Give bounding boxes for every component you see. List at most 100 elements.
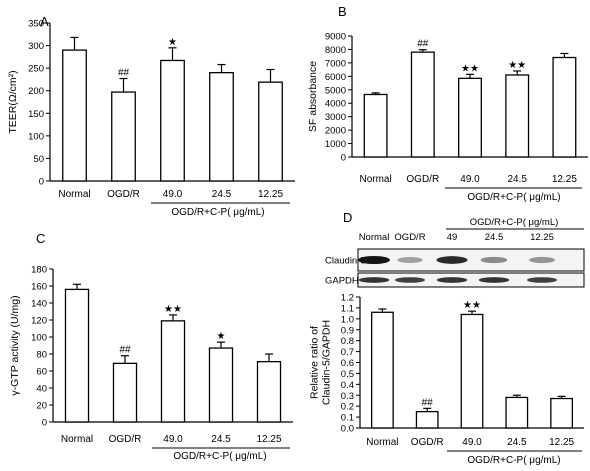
category-label: OGD/R [107,189,140,200]
category-label: OGD/R [406,174,439,185]
y-tick-label: 0.9 [341,325,354,336]
y-tick-label: 80 [36,350,47,361]
y-tick-label: 140 [31,299,47,310]
bar [258,81,283,182]
y-axis-label-line1: Relative ratio of [308,326,320,399]
y-tick-label: 150 [28,109,44,120]
bar [550,397,574,429]
y-tick-label: 1.0 [341,314,354,325]
y-tick-label: 0.0 [341,424,354,435]
significance-mark: ★★ [164,304,182,315]
bar [410,51,435,158]
bar [370,311,394,429]
blot-band [395,277,425,283]
bar [460,313,484,429]
significance-mark: ★★ [508,60,526,71]
bar [62,49,87,182]
y-tick-label: 20 [36,401,47,412]
y-tick-label: 0 [39,177,44,188]
blot-band [397,256,423,264]
significance-mark: ★ [168,37,177,48]
bar [256,360,282,423]
bar [112,362,138,423]
blot-band [436,277,468,283]
significance-mark: ## [119,345,131,356]
category-label: 12.25 [552,174,577,185]
blot-lane-label: 12.25 [530,232,554,243]
blot-band [436,256,468,264]
y-tick-label: 5000 [325,85,346,96]
y-axis-label-line2: Claudin-5/GAPDH [320,320,332,405]
y-tick-label: 8000 [325,45,346,56]
y-axis-label: TEER(Ω/cm²) [7,70,19,133]
category-label: 24.5 [507,437,527,448]
y-tick-label: 300 [28,41,44,52]
y-tick-label: 350 [28,19,44,30]
y-tick-label: 100 [28,131,44,142]
category-label: Normal [61,434,93,445]
category-label: 24.5 [212,189,232,200]
y-axis-label-wrapper: Relative ratio ofClaudin-5/GAPDH [308,320,332,405]
y-tick-label: 0.8 [341,336,354,347]
y-tick-label: 180 [31,265,47,276]
category-label: 49.0 [163,434,183,445]
y-tick-label: 3000 [325,112,346,123]
significance-mark: ★ [217,331,226,342]
category-label: Normal [359,174,391,185]
bar [458,77,482,158]
panel-d-chart: D Normal OGD/R 49 24.5 12.25 OGD/R+C-P( μg/mL… [308,210,585,466]
y-axis-label: SF absorbance [307,61,319,132]
blot-band [527,277,557,283]
blot-lane-label: 49 [447,232,458,243]
y-tick-label: 1.2 [341,293,354,304]
category-label: OGD/R [411,437,444,448]
significance-mark: ## [417,39,429,50]
panel-d-letter: D [343,210,352,225]
y-tick-label: 0.1 [341,413,354,424]
significance-mark: ## [118,68,130,79]
bar [505,396,529,429]
category-label: OGD/R [109,434,142,445]
y-tick-label: 200 [28,86,44,97]
bar [505,74,530,158]
significance-mark: ★★ [461,63,479,74]
blot-band [529,256,555,264]
bar [160,59,185,182]
y-tick-label: 9000 [325,32,346,43]
blot-band [358,277,390,283]
category-label: Normal [58,189,90,200]
category-label: 49.0 [163,189,183,200]
y-tick-label: 50 [33,154,44,165]
y-tick-label: 0.4 [341,380,354,391]
group-label: OGD/R+C-P( μg/mL) [171,207,264,218]
category-label: Normal [366,437,398,448]
y-tick-label: 7000 [325,58,346,69]
blot-band [480,256,508,264]
y-tick-label: 250 [28,64,44,75]
bar [552,56,577,158]
y-tick-label: 0.2 [341,402,354,413]
panel-c-chart: C 0 20 40 60 80 100 120 140 160 180 γ-GTP activity… [9,231,293,462]
y-axis-label: γ-GTP activity (U/mg) [9,295,21,395]
category-label: 24.5 [507,174,527,185]
y-tick-label: 160 [31,282,47,293]
blot-band [478,277,510,283]
blot-group-label: OGD/R+C-P( μg/mL) [470,217,559,228]
y-tick-label: 0.5 [341,369,354,380]
significance-mark: ## [422,397,434,408]
category-label: 12.25 [256,434,281,445]
y-tick-label: 2000 [325,126,346,137]
blot-lane-label: 24.5 [485,232,504,243]
blot-lane-label: OGD/R [394,232,425,243]
blot-row-label: GAPDH [325,276,359,287]
bar [415,410,439,429]
category-label: 12.25 [258,189,283,200]
category-label: 24.5 [211,434,231,445]
panel-c-letter: C [36,231,45,246]
blot-row-label: Claudin-5 [325,256,366,267]
y-tick-label: 60 [36,367,47,378]
significance-mark: ★★ [463,300,481,311]
bar [64,288,90,423]
y-tick-label: 1000 [325,139,346,150]
